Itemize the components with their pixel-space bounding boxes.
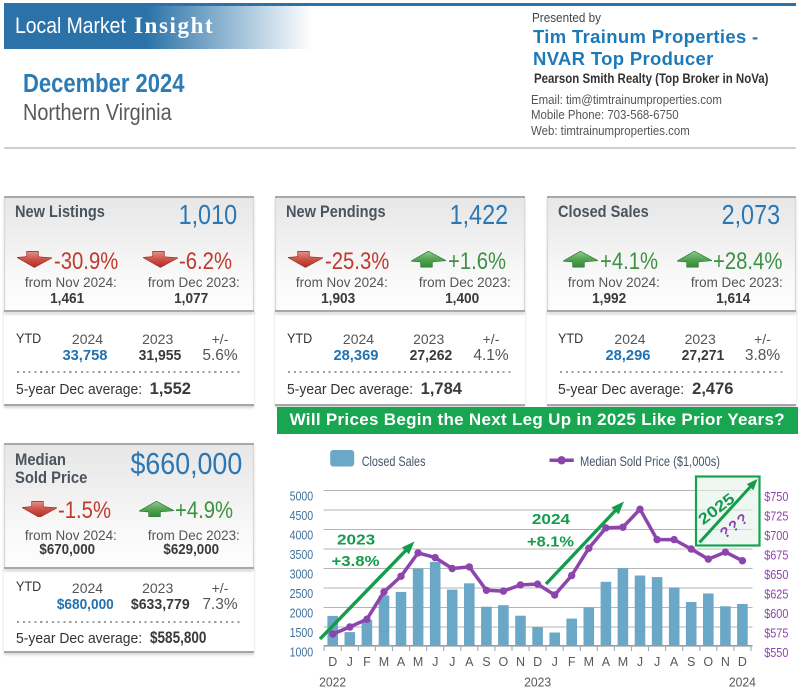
svg-text:$575: $575 — [764, 625, 788, 640]
svg-text:4500: 4500 — [290, 508, 314, 523]
svg-text:A: A — [670, 655, 679, 669]
svg-text:J: J — [552, 655, 558, 669]
svg-text:S: S — [687, 655, 695, 669]
svg-text:M: M — [618, 655, 628, 669]
svg-text:D: D — [328, 655, 337, 669]
svg-text:N: N — [516, 655, 525, 669]
svg-text:J: J — [432, 655, 438, 669]
svg-text:$675: $675 — [764, 547, 788, 562]
svg-text:2023: 2023 — [524, 674, 551, 689]
svg-text:N: N — [721, 655, 730, 669]
svg-text:2022: 2022 — [319, 674, 346, 689]
svg-text:$625: $625 — [764, 586, 788, 601]
svg-text:$750: $750 — [764, 489, 788, 504]
svg-text:J: J — [637, 655, 643, 669]
svg-text:1500: 1500 — [290, 625, 314, 640]
svg-text:2024: 2024 — [532, 512, 570, 528]
svg-text:J: J — [449, 655, 455, 669]
svg-text:S: S — [482, 655, 490, 669]
svg-text:D: D — [533, 655, 542, 669]
svg-text:$700: $700 — [764, 528, 788, 543]
svg-text:J: J — [347, 655, 353, 669]
svg-text:M: M — [413, 655, 423, 669]
svg-text:D: D — [738, 655, 747, 669]
svg-text:3000: 3000 — [290, 567, 314, 582]
svg-text:A: A — [602, 655, 611, 669]
svg-text:M: M — [584, 655, 594, 669]
svg-text:O: O — [703, 655, 713, 669]
svg-text:$550: $550 — [764, 645, 788, 660]
svg-text:$600: $600 — [764, 606, 788, 621]
svg-text:3500: 3500 — [290, 547, 314, 562]
svg-text:$725: $725 — [764, 508, 788, 523]
svg-text:+3.8%: +3.8% — [332, 554, 380, 570]
svg-text:2024: 2024 — [729, 674, 756, 689]
svg-text:Median Sold Price ($1,000s): Median Sold Price ($1,000s) — [580, 454, 720, 469]
svg-text:F: F — [363, 655, 371, 669]
svg-text:2000: 2000 — [290, 606, 314, 621]
svg-text:A: A — [465, 655, 474, 669]
svg-text:1000: 1000 — [290, 645, 314, 660]
svg-text:O: O — [499, 655, 509, 669]
svg-text:2500: 2500 — [290, 586, 314, 601]
svg-text:5000: 5000 — [290, 489, 314, 504]
svg-text:2023: 2023 — [337, 533, 375, 549]
svg-text:+8.1%: +8.1% — [527, 535, 574, 551]
svg-text:F: F — [568, 655, 576, 669]
svg-text:4000: 4000 — [290, 528, 314, 543]
svg-text:$650: $650 — [764, 567, 788, 582]
svg-text:M: M — [379, 655, 389, 669]
svg-text:Closed Sales: Closed Sales — [362, 454, 426, 469]
svg-text:J: J — [654, 655, 660, 669]
svg-text:A: A — [397, 655, 406, 669]
